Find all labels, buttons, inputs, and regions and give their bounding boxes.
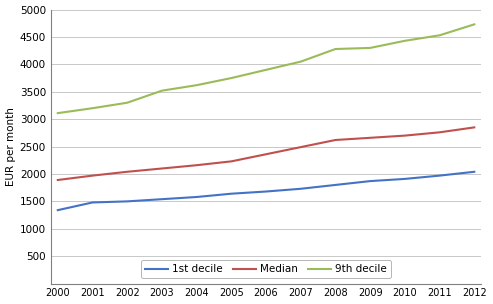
9th decile (90, 106, 96, 110)
9th decile (159, 89, 165, 92)
Median (298, 145, 304, 149)
Median (437, 130, 443, 134)
Line: Median: Median (58, 127, 474, 180)
1st decile (402, 177, 408, 181)
Median (90, 174, 96, 178)
Median (367, 136, 373, 140)
9th decile (124, 101, 130, 105)
1st decile (298, 187, 304, 191)
Median (124, 170, 130, 174)
Median (194, 163, 200, 167)
9th decile (471, 22, 477, 26)
1st decile (367, 179, 373, 183)
Y-axis label: EUR per month: EUR per month (5, 107, 16, 186)
1st decile (194, 195, 200, 199)
Median (471, 126, 477, 129)
9th decile (437, 33, 443, 37)
Line: 9th decile: 9th decile (58, 24, 474, 113)
1st decile (437, 174, 443, 178)
9th decile (194, 83, 200, 87)
Median (402, 134, 408, 137)
9th decile (332, 47, 338, 51)
9th decile (55, 111, 61, 115)
Median (228, 160, 234, 163)
9th decile (402, 39, 408, 43)
1st decile (332, 183, 338, 187)
1st decile (471, 170, 477, 174)
Legend: 1st decile, Median, 9th decile: 1st decile, Median, 9th decile (141, 260, 391, 278)
Line: 1st decile: 1st decile (58, 172, 474, 210)
1st decile (159, 197, 165, 201)
1st decile (55, 208, 61, 212)
Median (263, 152, 269, 156)
1st decile (263, 190, 269, 193)
Median (55, 178, 61, 182)
9th decile (298, 60, 304, 64)
Median (159, 167, 165, 170)
9th decile (228, 76, 234, 80)
9th decile (367, 46, 373, 50)
Median (332, 138, 338, 142)
9th decile (263, 68, 269, 72)
1st decile (124, 199, 130, 203)
1st decile (228, 192, 234, 195)
1st decile (90, 201, 96, 204)
